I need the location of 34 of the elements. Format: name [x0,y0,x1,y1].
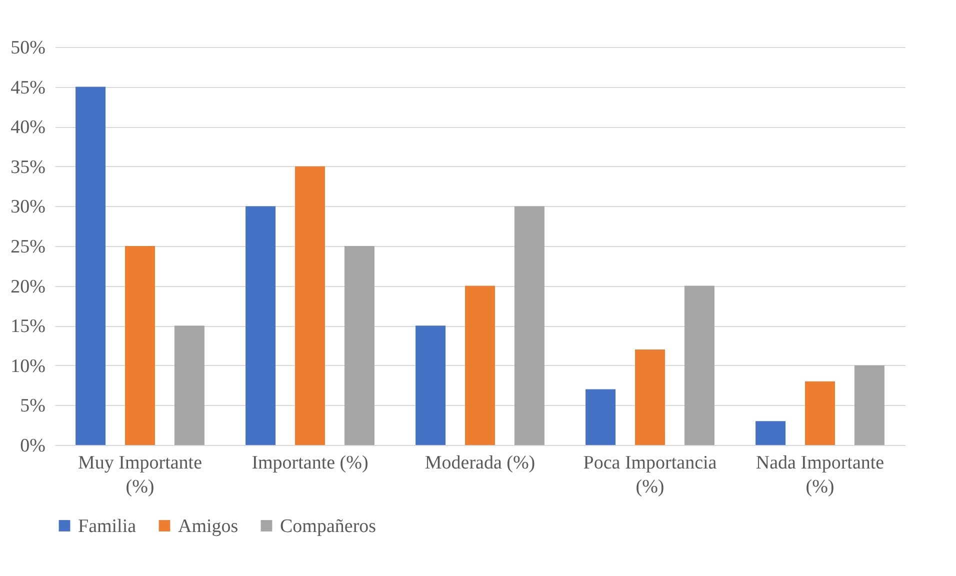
y-tick-label: 45% [10,77,46,98]
bar [514,206,544,445]
bar [125,246,155,445]
bar [76,86,106,445]
x-tick-label: Moderada (%) [424,452,536,474]
bar [246,206,276,445]
y-tick-label: 50% [10,38,46,58]
legend-label: Amigos [178,516,238,537]
x-tick-label: Importante (%) [252,452,368,474]
bar [854,365,884,445]
bar [805,381,835,445]
y-tick-label: 30% [10,196,46,218]
y-tick-label: 15% [10,316,46,338]
x-tick-label: Poca Importancia (%) [583,452,718,498]
x-tick-label: Nada Importante (%) [756,452,884,498]
legend-label: Compañeros [280,516,376,537]
bar [295,166,325,445]
y-tick-label: 0% [20,436,46,456]
bar [174,326,204,445]
bar [684,286,714,445]
y-tick-label: 25% [10,236,46,258]
y-tick-label: 5% [20,396,46,417]
y-tick-label: 10% [10,356,46,377]
bar [344,246,374,445]
bar [756,421,786,445]
y-tick-label: 20% [10,276,46,298]
y-tick-label: 35% [10,156,46,178]
bar [416,326,446,445]
bar [465,286,495,445]
y-tick-label: 40% [10,117,46,138]
bar [635,349,665,445]
bar [586,389,616,445]
x-tick-label: Muy Importante (%) [78,452,202,498]
legend-label: Familia [78,516,137,537]
